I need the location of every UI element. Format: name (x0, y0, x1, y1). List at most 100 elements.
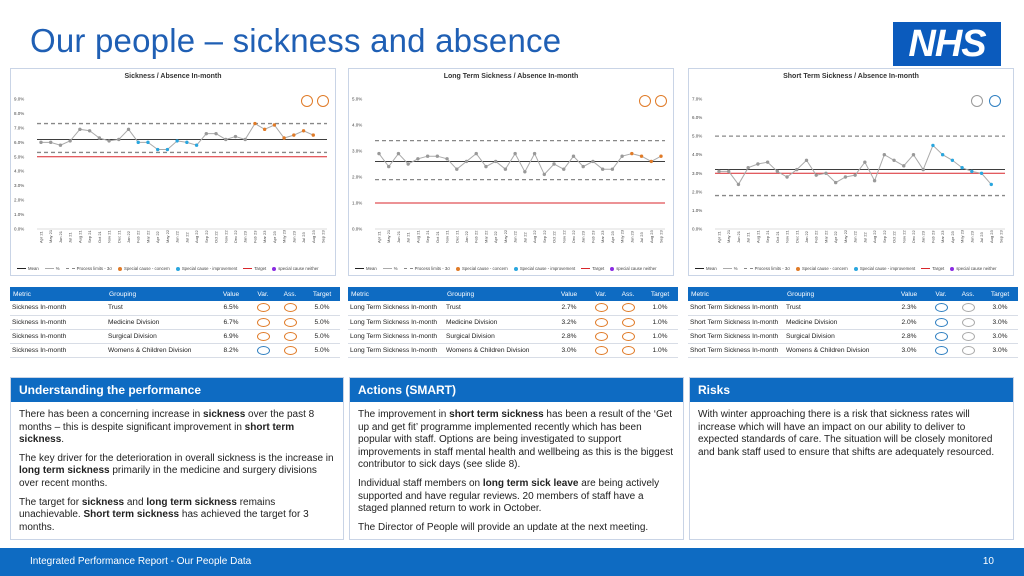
legend-item: Process limits - 3σ (403, 266, 450, 271)
data-point (387, 164, 391, 169)
x-tick-label: Feb 23 (590, 230, 595, 243)
data-point (950, 158, 955, 162)
x-tick-label: Sep 21 (425, 230, 430, 243)
x-tick-label: Mar 22 (823, 230, 828, 243)
x-tick-label: Dec 22 (911, 230, 916, 243)
assurance-icon (283, 345, 297, 355)
legend-item: Special cause - improvement (853, 266, 915, 271)
series-line (41, 122, 314, 151)
variation-icon (639, 95, 651, 107)
x-tick-label: Aug 21 (415, 230, 420, 243)
table-cell: Trust (106, 301, 212, 316)
chart-title: Sickness / Absence In-month (124, 73, 222, 80)
data-point (989, 182, 993, 187)
assurance-icon (621, 345, 635, 355)
table-cell: Sickness In-month (10, 315, 106, 330)
data-point (804, 158, 809, 162)
data-point (853, 173, 857, 177)
table-cell: Surgical Division (784, 329, 890, 344)
y-tick-label: 7.0% (14, 125, 24, 130)
y-tick-label: 3.0% (14, 183, 24, 188)
chart-sickness: 9.0% 8.0% 7.0% 6.0% 5.0% 4.0% 3.0% 2.0% 1.0% 0.0%… (10, 68, 336, 276)
assurance-icon (961, 345, 975, 355)
table-header: Metric (348, 287, 444, 301)
data-point (474, 151, 478, 156)
x-tick-label: Sep 23 (999, 230, 1004, 243)
table-cell: Long Term Sickness In-month (348, 301, 444, 316)
x-tick-label: Aug 22 (194, 230, 199, 243)
table-cell: Sickness In-month (10, 343, 106, 358)
x-tick-label: Jul 23 (979, 232, 984, 243)
y-tick-label: 2.0% (352, 175, 362, 180)
variation-icon (971, 95, 983, 107)
table-cell: 1.0% (642, 343, 678, 358)
data-point (272, 123, 277, 127)
x-tick-label: Feb 23 (252, 230, 257, 243)
table-header: Value (212, 287, 250, 301)
data-point (445, 157, 449, 161)
legend-item: Process limits - 3σ (65, 266, 112, 271)
x-tick-label: Sep 21 (765, 230, 770, 243)
chart-svg: 5.0% 4.0% 3.0% 2.0% 1.0% 0.0% Apr 21 May 21 Jun … (352, 97, 665, 243)
x-tick-label: Apr 22 (493, 230, 498, 243)
x-tick-label: Sep 21 (87, 230, 92, 243)
table-cell: Surgical Division (444, 329, 550, 344)
data-point (775, 169, 780, 174)
x-tick-label: Apr 23 (610, 230, 615, 243)
table-cell: 6.7% (212, 315, 250, 330)
chart-legend: Mean% Process limits - 3σ Special cause - … (695, 266, 1009, 271)
table-row: Sickness In-month Womens & Children Divis… (10, 343, 340, 358)
footer: Integrated Performance Report - Our Peop… (0, 548, 1024, 576)
table-row: Short Term Sickness In-month Trust 2.3% 3.0… (688, 301, 1018, 316)
chart-legend: Mean% Process limits - 3σ Special cause - … (355, 266, 669, 271)
data-point (610, 167, 615, 171)
table-row: Sickness In-month Medicine Division 6.7% 5.… (10, 315, 340, 330)
table-cell: 3.0% (550, 343, 588, 358)
assurance-icon (621, 317, 635, 327)
data-point (146, 140, 150, 145)
y-tick-label: 0.0% (692, 227, 702, 232)
data-point (503, 167, 508, 171)
data-point (581, 164, 585, 169)
x-tick-label: Jun 21 (736, 230, 741, 243)
x-tick-label: Aug 22 (872, 230, 877, 243)
panel-performance: Understanding the performance There has … (10, 377, 344, 540)
assurance-icon (283, 303, 297, 313)
y-tick-label: 6.0% (14, 140, 24, 145)
variation-icon (594, 345, 608, 355)
y-tick-label: 2.0% (692, 189, 702, 194)
data-point (746, 166, 750, 170)
x-tick-label: Dec 22 (571, 230, 576, 243)
table-cell: Medicine Division (444, 315, 550, 330)
assurance-icon (961, 303, 975, 313)
table-cell: Surgical Division (106, 329, 212, 344)
data-point (639, 154, 644, 158)
x-tick-label: Jan 23 (243, 230, 248, 243)
data-point (532, 151, 537, 156)
data-point (78, 127, 82, 132)
y-tick-label: 3.0% (352, 149, 362, 154)
table-cell: 3.0% (982, 329, 1018, 344)
legend-item: % (722, 266, 738, 271)
table-header: Var. (928, 287, 954, 301)
x-tick-label: Nov 22 (901, 230, 906, 243)
nhs-logo: NHS (893, 22, 1001, 66)
x-tick-label: Sep 22 (542, 230, 547, 243)
x-tick-label: Jun 22 (853, 230, 858, 243)
x-tick-label: Feb 22 (474, 230, 479, 243)
data-point (940, 153, 945, 157)
data-point (542, 172, 547, 177)
panel-risks: Risks With winter approaching there is a… (689, 377, 1014, 540)
y-tick-label: 1.0% (352, 201, 362, 206)
table-cell: 5.0% (304, 315, 340, 330)
table-cell: Long Term Sickness In-month (348, 315, 444, 330)
x-tick-label: Jun 23 (291, 230, 296, 243)
table-row: Short Term Sickness In-month Medicine Div… (688, 315, 1018, 330)
y-tick-label: 8.0% (14, 111, 24, 116)
x-tick-label: Oct 21 (97, 230, 102, 243)
table-cell: 3.0% (982, 343, 1018, 358)
table-cell: 6.5% (212, 301, 250, 316)
data-point (484, 164, 488, 169)
y-tick-label: 0.0% (352, 227, 362, 232)
x-tick-label: Dec 21 (116, 230, 121, 243)
